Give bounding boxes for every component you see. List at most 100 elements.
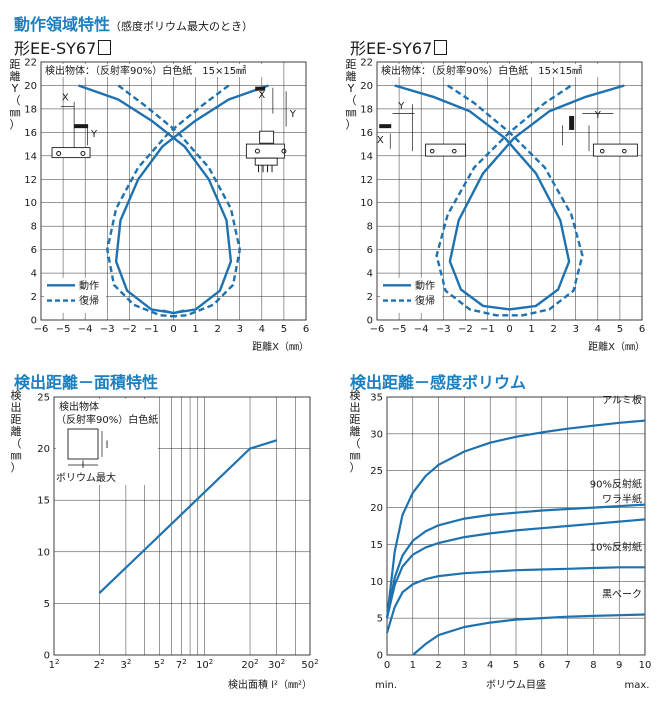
x-tick-label: 6 <box>639 324 645 335</box>
inset-label-x: X <box>258 90 265 101</box>
x-axis-title: ボリウム目盛 <box>486 678 546 691</box>
inset-label-y: Y <box>90 129 98 140</box>
target-object-icon <box>569 115 575 130</box>
x-tick-base: 5 <box>154 660 160 671</box>
y-tick-label: 20 <box>24 81 37 92</box>
y-tick-label: 0 <box>44 651 50 662</box>
x-tick-label: 9 <box>616 660 622 671</box>
y-axis-title-char: ） <box>346 118 357 131</box>
x-tick-label: 4 <box>487 660 493 671</box>
y-axis-title-char: ） <box>11 461 22 474</box>
y-tick-label: 0 <box>31 316 37 327</box>
note-bg <box>42 64 263 77</box>
x-tick-label: 4 <box>595 324 601 335</box>
y-tick-label: 25 <box>370 466 383 477</box>
x-axis-title: 距離X（㎜） <box>588 340 645 353</box>
y-tick-label: 16 <box>24 128 37 139</box>
x-tick-label: −6 <box>34 324 49 335</box>
x-tick-label: −5 <box>56 324 71 335</box>
y-tick-label: 22 <box>360 58 373 69</box>
legend-return-label: 復帰 <box>79 294 99 307</box>
legend-return-label: 復帰 <box>415 294 435 307</box>
y-tick-label: 18 <box>360 104 373 115</box>
inset-label-l: l <box>106 440 109 451</box>
x-tick-label: 22 <box>94 658 105 671</box>
series-operate-line <box>78 84 233 315</box>
x-tick-label: −4 <box>78 324 93 335</box>
x-tick-label: −2 <box>458 324 473 335</box>
y-tick-label: 20 <box>37 444 50 455</box>
operating-title-text: 動作領域特性 <box>14 15 111 34</box>
y-axis-title-char: 離 <box>11 424 22 438</box>
plot-frame <box>53 396 311 656</box>
y-axis-title-char: 出 <box>11 400 22 414</box>
y-axis-title-char: 検 <box>11 388 22 402</box>
x-tick-label: −1 <box>480 324 495 335</box>
inset-label-x: X <box>62 93 69 104</box>
volume-section-title: 検出距離－感度ボリウム <box>350 373 527 392</box>
series-label: アルミ板 <box>602 394 642 407</box>
x-tick-label: 10 <box>639 660 652 671</box>
x-tick-label: −3 <box>100 324 115 335</box>
x-tick-label: 202 <box>241 658 258 671</box>
x-tick-label: 502 <box>301 658 318 671</box>
series-line <box>412 613 646 656</box>
y-tick-label: 12 <box>24 175 37 186</box>
x-max-label: max. <box>625 680 650 691</box>
y-tick-label: 16 <box>360 128 373 139</box>
x-tick-base: 3 <box>120 660 126 671</box>
x-tick-base: 10 <box>196 660 209 671</box>
y-tick-label: 20 <box>360 81 373 92</box>
target-object-icon <box>255 86 266 91</box>
x-tick-label: 0 <box>170 324 176 335</box>
y-axis-title-char: 離 <box>350 424 361 438</box>
legend-bg <box>380 277 442 313</box>
y-axis-title-char: ㎜ <box>350 449 361 462</box>
x-tick-exponent: 2 <box>281 658 285 666</box>
mount-hole-icon <box>56 150 62 156</box>
target-object-icon <box>74 124 89 129</box>
x-axis-title: 距離X（㎜） <box>252 340 309 353</box>
x-tick-label: 8 <box>590 660 596 671</box>
y-axis-title-char: ） <box>350 461 361 474</box>
sensor-body-icon <box>592 143 638 157</box>
y-tick-label: 25 <box>37 393 50 404</box>
inset-label-x: Y <box>397 101 405 112</box>
target-object-icon <box>379 124 392 129</box>
y-tick-label: 8 <box>367 222 373 233</box>
y-tick-label: 8 <box>31 222 37 233</box>
model-box-icon <box>434 40 448 55</box>
y-axis-title-char: Y <box>347 82 355 95</box>
x-axis-title: 検出面積 l²（㎜²） <box>228 678 312 691</box>
x-tick-exponent: 2 <box>182 658 186 666</box>
x-tick-label: 102 <box>196 658 213 671</box>
y-axis-title-char: 距 <box>350 413 361 426</box>
inset-label-y: Y <box>289 109 297 120</box>
x-tick-base: 2 <box>94 660 100 671</box>
operating-section-title: 動作領域特性（感度ボリウム最大のとき） <box>14 11 253 35</box>
x-tick-label: 2 <box>550 324 556 335</box>
y-axis-title-char: 距 <box>10 58 21 71</box>
x-tick-label: 0 <box>384 660 390 671</box>
x-tick-label: 6 <box>303 324 309 335</box>
x-tick-label: −4 <box>414 324 429 335</box>
y-axis-title: 距離Y（㎜） <box>10 58 21 131</box>
series-line <box>385 518 646 619</box>
x-tick-label: −1 <box>144 324 159 335</box>
note-text: 検出物体：（反射率90%）白色紙 15×15㎟ <box>381 64 582 77</box>
series-return-line <box>106 84 230 318</box>
y-tick-label: 10 <box>360 198 373 209</box>
y-tick-label: 2 <box>31 292 37 303</box>
mount-hole-icon <box>622 148 627 154</box>
series-line <box>385 503 646 619</box>
x-tick-exponent: 2 <box>127 658 131 666</box>
y-axis-title-char: 離 <box>346 69 357 83</box>
y-tick-label: 14 <box>24 151 37 162</box>
model-text-right: 形EE-SY67 <box>350 39 433 58</box>
y-axis-title: 距離Y（㎜） <box>346 58 357 131</box>
x-tick-label: 0 <box>506 324 512 335</box>
x-tick-label: −3 <box>436 324 451 335</box>
series-operate-line <box>114 84 269 315</box>
mount-hole-icon <box>254 148 260 154</box>
